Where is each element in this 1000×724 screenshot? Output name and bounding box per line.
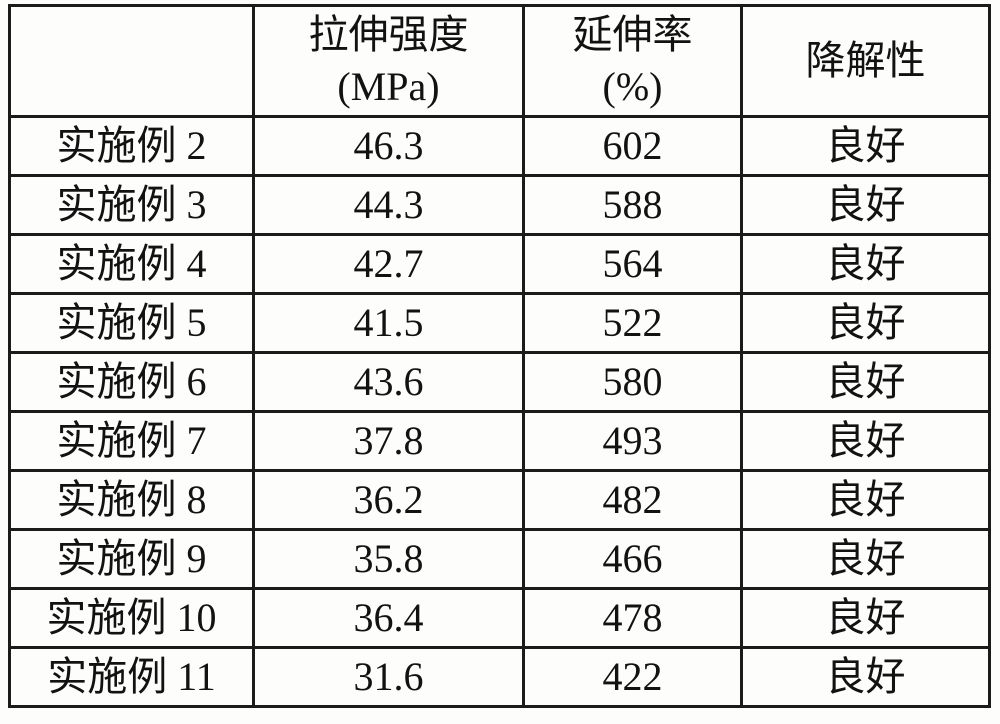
table-row: 实施例 10 36.4 478 良好: [8, 587, 991, 649]
row-label: 实施例 9: [8, 528, 255, 590]
header-degradability: 降解性: [740, 4, 991, 118]
row-label: 实施例 3: [8, 174, 255, 236]
table-row: 实施例 4 42.7 564 良好: [8, 233, 991, 295]
tensile-value: 36.2: [252, 469, 525, 531]
degradability-value: 良好: [740, 587, 991, 649]
degradability-value: 良好: [740, 233, 991, 295]
table-header-row: 拉伸强度 (MPa) 延伸率 (%) 降解性: [8, 4, 991, 118]
header-example: [8, 4, 255, 118]
table-row: 实施例 6 43.6 580 良好: [8, 351, 991, 413]
tensile-value: 37.8: [252, 410, 525, 472]
header-elongation-label: 延伸率: [572, 12, 693, 57]
tensile-value: 44.3: [252, 174, 525, 236]
table-row: 实施例 2 46.3 602 良好: [8, 115, 991, 177]
header-degradability-label: 降解性: [805, 38, 926, 83]
tensile-value: 41.5: [252, 292, 525, 354]
table-row: 实施例 11 31.6 422 良好: [8, 646, 991, 708]
degradability-value: 良好: [740, 469, 991, 531]
table-row: 实施例 8 36.2 482 良好: [8, 469, 991, 531]
tensile-value: 31.6: [252, 646, 525, 708]
row-label: 实施例 10: [8, 587, 255, 649]
header-tensile-strength-label: 拉伸强度: [308, 12, 469, 57]
properties-table: 拉伸强度 (MPa) 延伸率 (%) 降解性 实施例 2 46.3 602 良好: [8, 4, 991, 708]
elongation-value: 466: [522, 528, 743, 590]
header-elongation-unit: (%): [602, 64, 663, 109]
header-tensile-strength-unit: (MPa): [337, 64, 440, 109]
elongation-value: 522: [522, 292, 743, 354]
degradability-value: 良好: [740, 115, 991, 177]
elongation-value: 588: [522, 174, 743, 236]
table-row: 实施例 7 37.8 493 良好: [8, 410, 991, 472]
row-label: 实施例 8: [8, 469, 255, 531]
table-row: 实施例 5 41.5 522 良好: [8, 292, 991, 354]
header-tensile-strength: 拉伸强度 (MPa): [252, 4, 525, 118]
tensile-value: 46.3: [252, 115, 525, 177]
elongation-value: 493: [522, 410, 743, 472]
degradability-value: 良好: [740, 528, 991, 590]
elongation-value: 602: [522, 115, 743, 177]
degradability-value: 良好: [740, 292, 991, 354]
table-row: 实施例 3 44.3 588 良好: [8, 174, 991, 236]
header-elongation: 延伸率 (%): [522, 4, 743, 118]
elongation-value: 564: [522, 233, 743, 295]
row-label: 实施例 5: [8, 292, 255, 354]
tensile-value: 43.6: [252, 351, 525, 413]
elongation-value: 478: [522, 587, 743, 649]
degradability-value: 良好: [740, 351, 991, 413]
degradability-value: 良好: [740, 646, 991, 708]
row-label: 实施例 2: [8, 115, 255, 177]
degradability-value: 良好: [740, 174, 991, 236]
degradability-value: 良好: [740, 410, 991, 472]
elongation-value: 580: [522, 351, 743, 413]
row-label: 实施例 4: [8, 233, 255, 295]
tensile-value: 35.8: [252, 528, 525, 590]
row-label: 实施例 6: [8, 351, 255, 413]
row-label: 实施例 11: [8, 646, 255, 708]
table-row: 实施例 9 35.8 466 良好: [8, 528, 991, 590]
tensile-value: 36.4: [252, 587, 525, 649]
elongation-value: 422: [522, 646, 743, 708]
row-label: 实施例 7: [8, 410, 255, 472]
elongation-value: 482: [522, 469, 743, 531]
tensile-value: 42.7: [252, 233, 525, 295]
